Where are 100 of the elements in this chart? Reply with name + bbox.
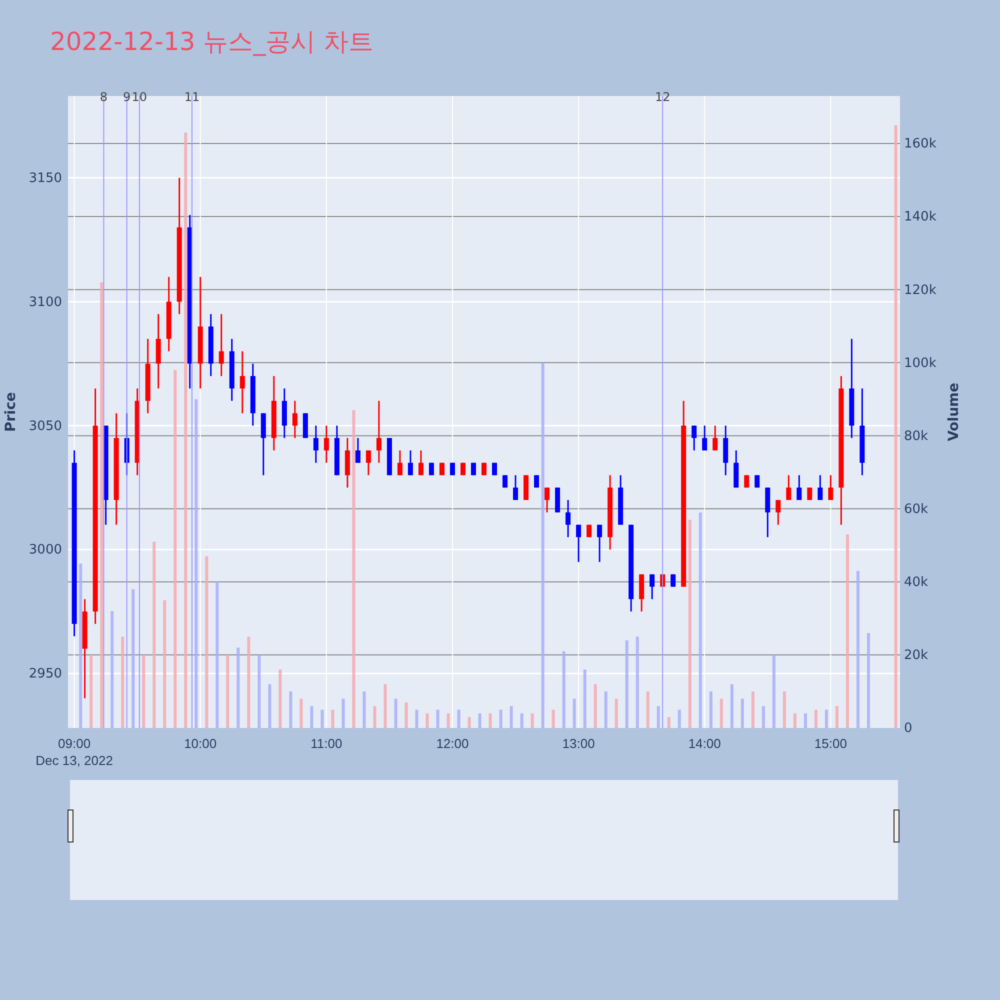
- x-tick-label: 13:00: [562, 736, 595, 751]
- bar: [457, 710, 460, 728]
- y2-tick-label: 120k: [904, 282, 937, 298]
- bar: [289, 691, 292, 728]
- bar: [688, 520, 692, 728]
- bar: [646, 691, 650, 728]
- ref-line-label: 10: [132, 90, 148, 104]
- bar: [132, 589, 135, 728]
- bar: [310, 706, 314, 728]
- bar: [510, 706, 513, 728]
- y2-tick-label: 60k: [904, 502, 929, 517]
- bar: [530, 713, 534, 728]
- bar: [614, 698, 618, 728]
- bar: [226, 654, 230, 728]
- ref-line-label: 11: [184, 90, 200, 104]
- bar: [804, 713, 807, 728]
- bar: [740, 698, 744, 728]
- bar: [846, 534, 849, 728]
- candlestick: [650, 574, 655, 600]
- y2-tick-label: 0: [904, 721, 912, 736]
- y2-tick-label: 160k: [904, 136, 937, 152]
- bar: [499, 710, 502, 728]
- y-axis-title: Price: [3, 392, 19, 432]
- candlestick: [786, 474, 792, 501]
- y2-tick-label: 20k: [904, 648, 929, 664]
- bar: [247, 636, 250, 728]
- y2-tick-label: 40k: [904, 575, 929, 590]
- bar: [174, 370, 177, 728]
- bar: [110, 611, 114, 728]
- bar: [79, 564, 82, 728]
- candlestick: [324, 424, 329, 464]
- bar: [856, 570, 860, 728]
- bar: [342, 698, 345, 728]
- bar: [320, 710, 324, 728]
- bar: [667, 717, 670, 728]
- candlestick: [754, 474, 760, 488]
- bar: [772, 654, 776, 728]
- y-tick-label: 2950: [28, 666, 62, 682]
- candlestick: [534, 474, 540, 488]
- bar: [404, 702, 408, 728]
- bar: [163, 600, 166, 728]
- candlestick: [712, 424, 718, 452]
- bar: [436, 710, 440, 728]
- bar: [656, 706, 660, 728]
- bar: [352, 410, 356, 728]
- bar: [751, 691, 754, 728]
- bar: [814, 710, 818, 728]
- candlestick: [597, 524, 602, 563]
- bar: [205, 556, 208, 728]
- y-tick-label: 3100: [28, 294, 62, 310]
- bar: [216, 582, 219, 728]
- candlestick: [744, 474, 750, 488]
- bar: [720, 698, 723, 728]
- candlestick: [776, 499, 781, 526]
- candlestick: [544, 486, 550, 514]
- candlestick: [566, 499, 571, 538]
- bar: [278, 670, 282, 728]
- bar: [678, 710, 681, 728]
- candlestick: [513, 474, 518, 501]
- bar: [426, 713, 429, 728]
- y-tick-label: 3050: [28, 418, 62, 434]
- bar: [709, 691, 712, 728]
- candlestick: [313, 424, 318, 464]
- candlestick: [796, 474, 802, 501]
- bar: [488, 713, 492, 728]
- y2-tick-label: 100k: [904, 356, 937, 371]
- bar: [90, 654, 93, 728]
- bar: [468, 717, 471, 728]
- candlestick: [807, 486, 812, 501]
- x-tick-label: 12:00: [436, 736, 469, 751]
- bar: [572, 698, 576, 728]
- bar: [583, 670, 586, 728]
- bar: [894, 125, 898, 728]
- bar: [362, 691, 366, 728]
- candlestick: [502, 474, 508, 488]
- bar: [121, 636, 124, 728]
- candlestick: [692, 424, 697, 452]
- x-tick-label: 11:00: [310, 736, 342, 751]
- candlestick: [408, 450, 413, 476]
- bar: [625, 640, 628, 728]
- x-tick-label: 09:00 Dec 13, 2022: [36, 736, 113, 768]
- bar: [866, 633, 870, 728]
- candlestick: [292, 400, 298, 439]
- y2-tick-label: 140k: [904, 210, 937, 225]
- bar: [562, 651, 566, 728]
- candlestick: [818, 474, 823, 501]
- bar: [300, 698, 303, 728]
- bar: [184, 132, 188, 728]
- bar: [100, 282, 104, 728]
- bar: [552, 710, 555, 728]
- bar: [152, 542, 156, 728]
- bar: [594, 684, 597, 728]
- chart-title: 2022-12-13 뉴스_공시 차트: [50, 27, 374, 56]
- x-tick-label: 15:00: [814, 736, 847, 751]
- candlestick: [355, 437, 360, 464]
- y2-tick-label: 80k: [904, 428, 929, 444]
- ref-line-label: 8: [100, 90, 108, 104]
- candlestick: [828, 474, 834, 501]
- bar: [384, 684, 387, 728]
- bar: [541, 362, 544, 728]
